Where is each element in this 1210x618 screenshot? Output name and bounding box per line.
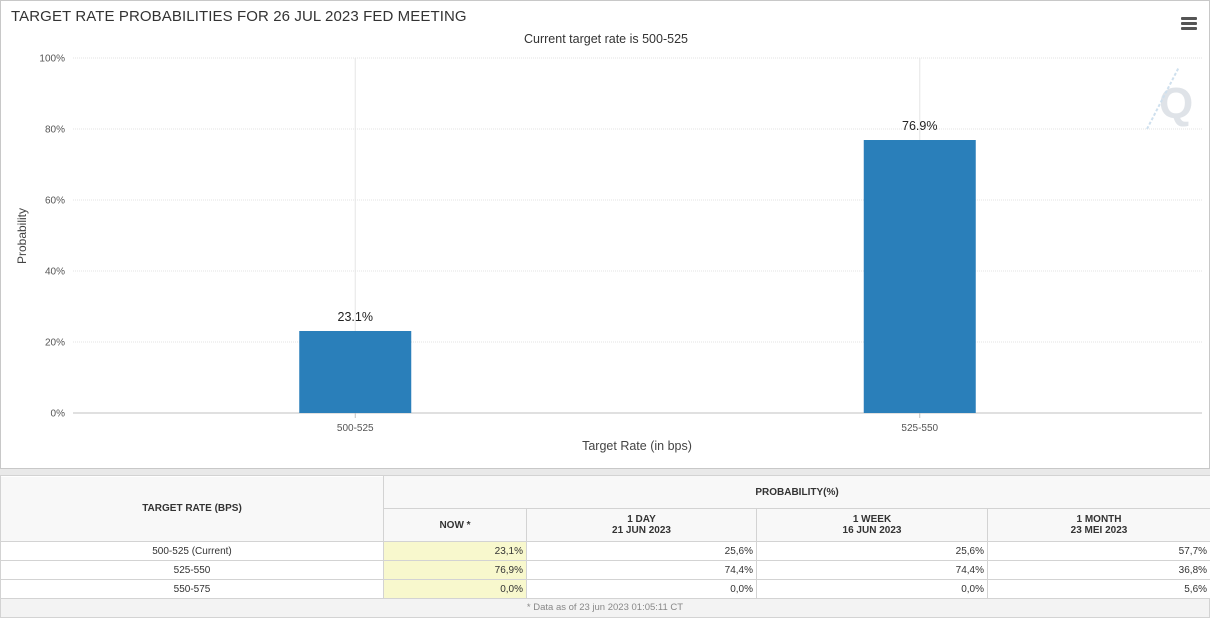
probability-cell: 5,6% [988,580,1210,599]
y-tick-label: 60% [45,196,65,207]
probability-table: TARGET RATE (BPS) PROBABILITY(%) NOW *1 … [0,475,1210,599]
grid-lines [73,58,1202,413]
x-axis-title: Target Rate (in bps) [582,439,692,453]
header-target-rate: TARGET RATE (BPS) [1,476,384,542]
column-header-period: NOW * [385,520,525,531]
column-header-period: 1 MONTH [989,514,1209,525]
quikstrike-q-logo-icon: Q [1147,67,1193,129]
table-body: 500-525 (Current)23,1%25,6%25,6%57,7%525… [1,542,1210,599]
probability-now-cell: 0,0% [384,580,527,599]
bar-525-550[interactable] [864,140,976,413]
x-tick-label: 525-550 [901,423,938,434]
column-header-date: 21 JUN 2023 [528,525,755,536]
probability-cell: 25,6% [527,542,757,561]
probability-cell: 36,8% [988,561,1210,580]
data-label: 23.1% [338,310,373,324]
column-header: NOW * [384,509,527,542]
probability-now-cell: 23,1% [384,542,527,561]
data-labels: 23.1% 76.9% [338,119,938,324]
bar-500-525[interactable] [299,331,411,413]
probability-cell: 57,7% [988,542,1210,561]
probability-cell: 25,6% [757,542,988,561]
column-header-date: 16 JUN 2023 [758,525,986,536]
target-rate-cell: 550-575 [1,580,384,599]
x-axis-ticks: 500-525 525-550 [337,413,939,434]
column-header-date: 23 MEI 2023 [989,525,1209,536]
column-header-period: 1 DAY [528,514,755,525]
data-timestamp-footnote: * Data as of 23 jun 2023 01:05:11 CT [0,599,1210,618]
svg-text:Q: Q [1159,79,1193,128]
y-axis-ticks: 0% 20% 40% 60% 80% 100% [39,54,65,420]
y-tick-label: 40% [45,267,65,278]
probability-cell: 0,0% [757,580,988,599]
probability-now-cell: 76,9% [384,561,527,580]
bars [299,140,976,413]
y-tick-label: 0% [51,409,66,420]
y-axis-title: Probability [15,208,29,264]
chart-panel: TARGET RATE PROBABILITIES FOR 26 JUL 202… [0,0,1210,469]
probability-table-panel: TARGET RATE (BPS) PROBABILITY(%) NOW *1 … [0,475,1210,616]
y-tick-label: 80% [45,125,65,136]
target-rate-cell: 525-550 [1,561,384,580]
y-tick-label: 20% [45,338,65,349]
target-rate-cell: 500-525 (Current) [1,542,384,561]
column-header-period: 1 WEEK [758,514,986,525]
x-tick-label: 500-525 [337,423,374,434]
table-row: 500-525 (Current)23,1%25,6%25,6%57,7% [1,542,1210,561]
probability-cell: 0,0% [527,580,757,599]
data-label: 76.9% [902,119,937,133]
probability-cell: 74,4% [527,561,757,580]
header-probability: PROBABILITY(%) [384,476,1210,509]
probability-cell: 74,4% [757,561,988,580]
y-tick-label: 100% [39,54,65,65]
